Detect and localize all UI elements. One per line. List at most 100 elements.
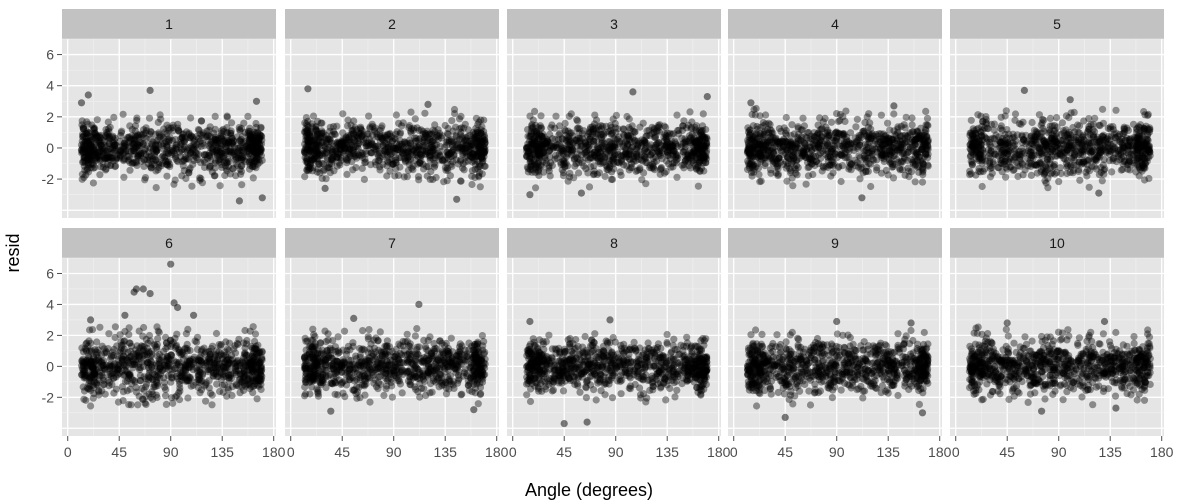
scatter-point — [590, 137, 598, 145]
scatter-point — [205, 164, 214, 172]
scatter-point — [850, 146, 858, 155]
scatter-point — [474, 139, 482, 147]
scatter-point — [919, 168, 927, 176]
scatter-point — [673, 173, 681, 181]
scatter-point — [587, 154, 595, 162]
scatter-point — [1143, 154, 1151, 162]
scatter-point — [673, 111, 681, 119]
scatter-point — [525, 132, 534, 140]
scatter-point — [84, 148, 92, 156]
scatter-point — [212, 133, 220, 141]
scatter-point — [903, 132, 912, 140]
scatter-point — [466, 152, 474, 160]
scatter-point — [449, 138, 457, 146]
scatter-point — [532, 142, 540, 150]
scatter-point — [166, 163, 174, 171]
scatter-point — [230, 150, 238, 158]
scatter-point — [682, 124, 691, 132]
scatter-point — [319, 149, 327, 157]
scatter-point — [593, 149, 601, 157]
scatter-point — [876, 138, 885, 146]
scatter-point — [206, 133, 214, 141]
scatter-point — [975, 138, 983, 146]
scatter-point — [1100, 156, 1108, 164]
scatter-point — [1042, 143, 1050, 151]
scatter-point — [217, 350, 225, 358]
scatter-point — [749, 135, 757, 143]
scatter-point — [156, 374, 164, 382]
scatter-point — [477, 129, 485, 137]
scatter-point — [187, 114, 195, 122]
scatter-point — [162, 149, 170, 157]
scatter-point — [972, 148, 980, 156]
scatter-point — [913, 149, 921, 157]
scatter-point — [636, 166, 644, 174]
scatter-point — [110, 148, 118, 156]
scatter-point — [222, 165, 230, 173]
scatter-point — [690, 147, 699, 155]
scatter-point — [225, 365, 234, 374]
scatter-point — [386, 129, 394, 138]
scatter-point — [83, 137, 91, 146]
facet-panel-6: 6 — [62, 228, 276, 436]
scatter-point — [399, 119, 407, 127]
scatter-point — [824, 157, 832, 165]
scatter-point — [642, 144, 650, 153]
scatter-point — [772, 155, 780, 164]
scatter-point — [847, 160, 855, 168]
scatter-point — [422, 147, 430, 156]
scatter-point — [879, 151, 887, 159]
scatter-point — [610, 151, 619, 159]
scatter-point — [966, 171, 974, 179]
scatter-point — [523, 144, 531, 152]
scatter-point — [213, 139, 221, 147]
scatter-point — [79, 366, 87, 374]
scatter-point — [873, 166, 881, 174]
scatter-point — [443, 148, 451, 157]
scatter-point — [346, 151, 354, 159]
scatter-point — [641, 145, 649, 153]
scatter-point — [230, 137, 238, 146]
scatter-point — [754, 160, 762, 168]
scatter-point — [451, 110, 459, 118]
scatter-point — [786, 140, 794, 148]
scatter-point — [314, 165, 322, 173]
scatter-point — [475, 145, 483, 153]
scatter-point — [568, 148, 576, 156]
scatter-point — [988, 169, 996, 177]
scatter-point — [786, 146, 795, 154]
scatter-point — [1037, 121, 1045, 129]
scatter-point — [477, 116, 485, 124]
scatter-point — [558, 135, 566, 143]
scatter-point — [695, 158, 703, 166]
scatter-point — [583, 142, 591, 150]
scatter-point — [227, 147, 235, 155]
scatter-point — [1048, 145, 1056, 154]
scatter-point — [755, 143, 763, 151]
scatter-point — [817, 141, 826, 149]
scatter-point — [109, 143, 117, 152]
scatter-point — [113, 154, 121, 162]
scatter-point — [807, 155, 815, 163]
scatter-point — [213, 373, 221, 381]
scatter-point — [470, 133, 478, 142]
scatter-point — [1047, 147, 1055, 155]
scatter-point — [967, 146, 975, 154]
scatter-point — [977, 132, 986, 140]
scatter-point — [1110, 140, 1118, 148]
scatter-point — [838, 151, 846, 159]
scatter-point — [96, 134, 104, 142]
scatter-point — [1050, 163, 1058, 171]
scatter-point — [244, 144, 252, 152]
scatter-point — [345, 145, 353, 154]
scatter-point — [815, 143, 823, 152]
scatter-point — [1095, 138, 1103, 146]
scatter-point — [120, 361, 129, 369]
scatter-point — [395, 119, 403, 127]
scatter-point — [744, 128, 753, 136]
scatter-point — [244, 112, 252, 120]
scatter-point — [878, 141, 886, 149]
scatter-point — [345, 136, 353, 144]
scatter-point — [679, 122, 687, 130]
scatter-point — [885, 155, 893, 163]
